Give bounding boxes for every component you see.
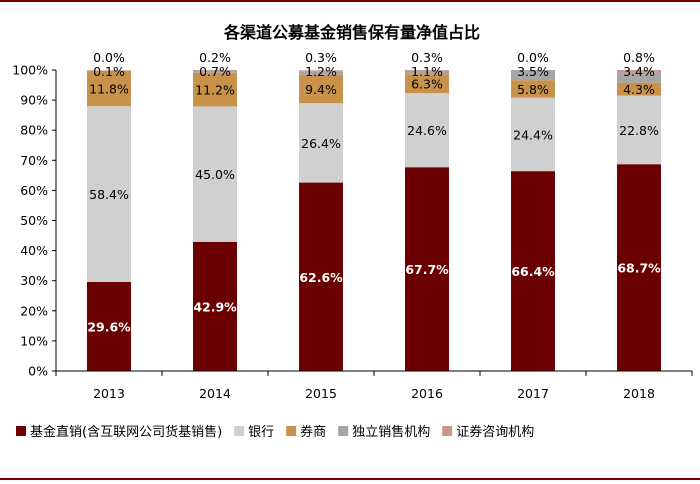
x-tick-label: 2018 (623, 386, 655, 401)
bar-segment (193, 241, 237, 371)
bar-segment (193, 70, 237, 73)
y-tick-label: 10% (20, 333, 48, 348)
bar-segment (511, 70, 555, 81)
x-tick-label: 2013 (93, 386, 125, 401)
bar-segment (617, 82, 661, 96)
data-label: 1.1% (411, 64, 443, 79)
data-label: 24.4% (513, 127, 553, 142)
data-label: 0.2% (199, 50, 231, 65)
bar-segment (299, 70, 343, 72)
bar-segment (299, 182, 343, 371)
data-label: 45.0% (195, 167, 235, 182)
bar-segment (405, 74, 449, 94)
bar-series: 29.6%58.4%11.8%0.1%0.0%42.9%45.0%11.2%0.… (87, 50, 661, 371)
legend-swatch (234, 426, 245, 436)
bar-segment (299, 103, 343, 183)
bar-segment (193, 106, 237, 242)
bar-segment (87, 281, 131, 371)
y-tick-label: 20% (20, 303, 48, 318)
chart-title: 各渠道公募基金销售保有量净值占比 (223, 23, 480, 42)
data-label: 0.8% (623, 50, 655, 65)
data-label: 22.8% (619, 123, 659, 138)
data-label: 26.4% (301, 136, 341, 151)
legend-swatch (442, 426, 453, 436)
bar-segment (617, 70, 661, 73)
bar-segment (511, 171, 555, 371)
data-label: 3.5% (517, 64, 549, 79)
data-label: 0.3% (411, 50, 443, 65)
legend-label: 独立销售机构 (352, 424, 430, 440)
bar-segment (511, 80, 555, 98)
y-tick-label: 0% (28, 364, 48, 379)
data-label: 29.6% (87, 319, 131, 334)
data-label: 68.7% (617, 261, 661, 276)
legend-swatch (16, 426, 26, 436)
data-label: 4.3% (623, 82, 655, 97)
bar-segment (405, 70, 449, 71)
y-tick-label: 100% (12, 63, 48, 78)
y-axis: 0% 10% 20% 30% 40% 50% 60% 70% 80% 90% 100% (12, 63, 57, 379)
y-tick-label: 80% (20, 123, 48, 138)
legend-label: 证券咨询机构 (456, 424, 534, 440)
legend-swatch (286, 426, 297, 436)
bar-segment (87, 70, 131, 107)
bar-segment (193, 70, 237, 71)
data-label: 24.6% (407, 123, 447, 138)
bar-segment (405, 70, 449, 75)
x-tick-label: 2017 (517, 386, 549, 401)
bar-segment (299, 74, 343, 104)
y-tick-label: 70% (20, 153, 48, 168)
legend-swatch (338, 426, 349, 436)
x-tick-label: 2016 (411, 386, 443, 401)
legend: 基金直销(含互联网公司货基销售) 银行 券商 独立销售机构 证券咨询机构 (16, 424, 534, 440)
data-label: 1.2% (305, 64, 337, 79)
bar-segment (405, 93, 449, 168)
data-label: 3.4% (623, 64, 655, 79)
data-label: 62.6% (299, 270, 343, 285)
data-label: 6.3% (411, 77, 443, 92)
bar-segment (193, 72, 237, 107)
bar-segment (405, 167, 449, 371)
data-label: 42.9% (193, 299, 237, 314)
y-tick-label: 60% (20, 183, 48, 198)
data-label: 58.4% (89, 187, 129, 202)
data-label: 0.0% (517, 50, 549, 65)
data-label: 0.0% (93, 50, 125, 65)
bar-segment (617, 95, 661, 165)
x-tick-label: 2014 (199, 386, 231, 401)
bar-segment (511, 97, 555, 172)
data-label: 0.1% (93, 64, 125, 79)
legend-label: 银行 (248, 425, 274, 440)
bar-segment (617, 72, 661, 83)
legend-label: 基金直销(含互联网公司货基销售) (30, 424, 222, 440)
data-label: 66.4% (511, 264, 555, 279)
data-label: 5.8% (517, 82, 549, 97)
data-label: 67.7% (405, 262, 449, 277)
legend-label: 券商 (300, 424, 326, 440)
x-axis: 2013 2014 2015 2016 2017 2018 (55, 370, 693, 401)
y-tick-label: 40% (20, 243, 48, 258)
bar-segment (87, 106, 131, 282)
y-tick-label: 50% (20, 213, 48, 228)
x-tick-label: 2015 (305, 386, 337, 401)
data-label: 11.2% (195, 83, 235, 98)
data-label: 0.3% (305, 50, 337, 65)
bottom-rule (0, 478, 700, 480)
bar-segment (299, 71, 343, 75)
data-label: 0.7% (199, 64, 231, 79)
top-rule (0, 0, 700, 2)
y-tick-label: 90% (20, 93, 48, 108)
data-label: 9.4% (305, 82, 337, 97)
y-tick-label: 30% (20, 273, 48, 288)
bar-segment (617, 164, 661, 371)
data-label: 11.8% (89, 81, 129, 96)
